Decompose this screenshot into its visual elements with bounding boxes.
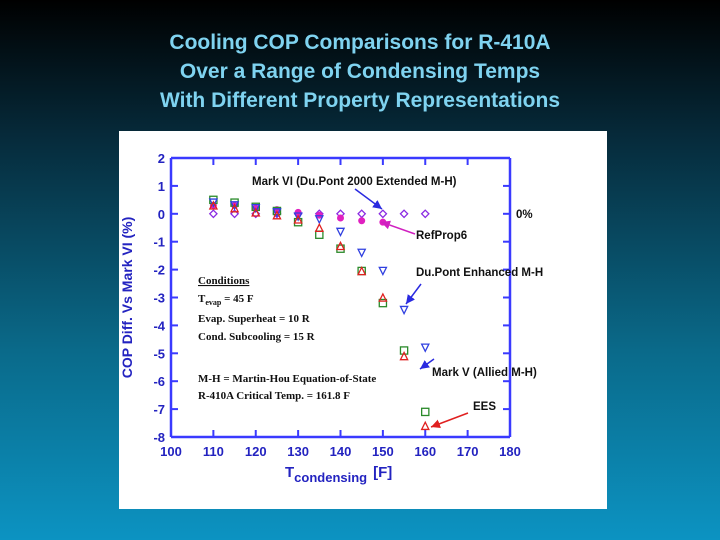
- title-line-3: With Different Property Representations: [159, 89, 561, 112]
- triangle-up-marker: [229, 203, 240, 213]
- x-tick-label: 180: [499, 444, 521, 459]
- y-tick-label: -3: [153, 291, 165, 306]
- annotation-label: 0%: [516, 209, 533, 221]
- triangle-up-marker: [293, 214, 303, 224]
- triangle-down-marker: [272, 208, 282, 218]
- triangle-down-marker: [420, 343, 430, 353]
- annotation-label: Mark V (Allied M-H): [432, 367, 537, 379]
- arrow-refprop: [380, 220, 416, 235]
- triangle-down-marker: [229, 201, 240, 211]
- triangle-up-marker: [357, 265, 367, 276]
- square-marker: [378, 298, 388, 308]
- x-tick-label: 140: [330, 444, 352, 459]
- diamond-marker: [420, 209, 430, 219]
- diamond-marker: [230, 209, 240, 219]
- arrow-dupont-enhanced: [405, 283, 422, 305]
- diamond-marker: [378, 209, 388, 219]
- x-tick-label: 110: [203, 444, 224, 459]
- y-tick-label: 0: [158, 207, 165, 222]
- y-tick-label: -5: [153, 346, 165, 361]
- annotation-label: Mark VI (Du.Pont 2000 Extended M-H): [252, 176, 457, 188]
- diamond-marker: [399, 209, 409, 219]
- triangle-up-marker: [378, 292, 388, 302]
- triangle-down-marker: [293, 212, 303, 222]
- x-tick-label: 120: [245, 444, 267, 459]
- conditions-superheat: Evap. Superheat = 10 R: [198, 313, 311, 325]
- annotation-label: EES: [473, 401, 496, 413]
- annotation-label: Du.Pont Enhanced M-H: [416, 267, 543, 279]
- title-line-1: Cooling COP Comparisons for R-410A: [169, 31, 551, 54]
- x-tick-label: 160: [414, 444, 436, 459]
- y-tick-label: -6: [153, 374, 165, 389]
- diamond-marker: [208, 209, 218, 219]
- triangle-up-marker: [314, 222, 324, 232]
- refprop-marker: [337, 214, 344, 222]
- diamond-marker: [357, 209, 367, 219]
- triangle-down-marker: [208, 198, 219, 208]
- triangle-down-marker: [314, 215, 324, 225]
- x-tick-label: 130: [287, 444, 309, 459]
- cop-comparison-chart: 100 110 120 130 140 150 160 170 180 2 1 0 -1 -2 -3 -4 -5…: [119, 151, 543, 485]
- annotation-label: RefProp6: [416, 230, 467, 242]
- conditions-t-evap: Tevap = 45 F: [198, 293, 254, 307]
- arrow-ees: [430, 412, 469, 429]
- triangle-down-marker: [251, 203, 261, 214]
- y-axis-label: COP Diff. Vs Mark VI (%): [119, 217, 135, 379]
- square-marker: [399, 346, 409, 355]
- triangle-up-marker: [335, 240, 346, 251]
- y-tick-label: -4: [153, 318, 165, 333]
- triangle-down-marker: [335, 227, 346, 237]
- square-marker: [420, 407, 430, 417]
- conditions-critical: R-410A Critical Temp. = 161.8 F: [198, 390, 350, 402]
- refprop-marker: [358, 217, 366, 225]
- y-tick-label: -2: [153, 263, 165, 278]
- y-tick-label: 2: [158, 151, 165, 166]
- slide-title: Cooling COP Comparisons for R-410A Over …: [0, 28, 720, 115]
- y-tick-label: -8: [153, 430, 165, 445]
- y-tick-label: -7: [153, 402, 165, 417]
- square-marker: [315, 230, 324, 239]
- conditions-heading: Conditions: [198, 275, 250, 287]
- triangle-up-marker: [420, 420, 430, 431]
- arrow-mark-v: [419, 358, 435, 370]
- conditions-subcooling: Cond. Subcooling = 15 R: [198, 331, 316, 343]
- triangle-up-marker: [272, 210, 282, 220]
- triangle-up-marker: [208, 200, 219, 210]
- triangle-down-marker: [378, 266, 388, 277]
- x-tick-label: 150: [372, 444, 394, 459]
- x-tick-label: 100: [160, 444, 182, 459]
- chart-panel: 100 110 120 130 140 150 160 170 180 2 1 0 -1 -2 -3 -4 -5…: [119, 131, 607, 509]
- conditions-mh: M-H = Martin-Hou Equation-of-State: [198, 373, 376, 385]
- triangle-down-marker: [399, 305, 409, 316]
- y-tick-label: 1: [158, 179, 165, 194]
- triangle-down-marker: [357, 248, 367, 258]
- x-tick-label: 170: [457, 444, 479, 459]
- triangle-up-marker: [251, 207, 261, 217]
- y-tick-label: -1: [153, 235, 165, 250]
- title-line-2: Over a Range of Condensing Temps: [179, 60, 541, 83]
- arrow-mark-vi: [354, 188, 383, 210]
- x-axis-label: Tcondensing [F]: [285, 464, 392, 485]
- triangle-up-marker: [399, 351, 409, 361]
